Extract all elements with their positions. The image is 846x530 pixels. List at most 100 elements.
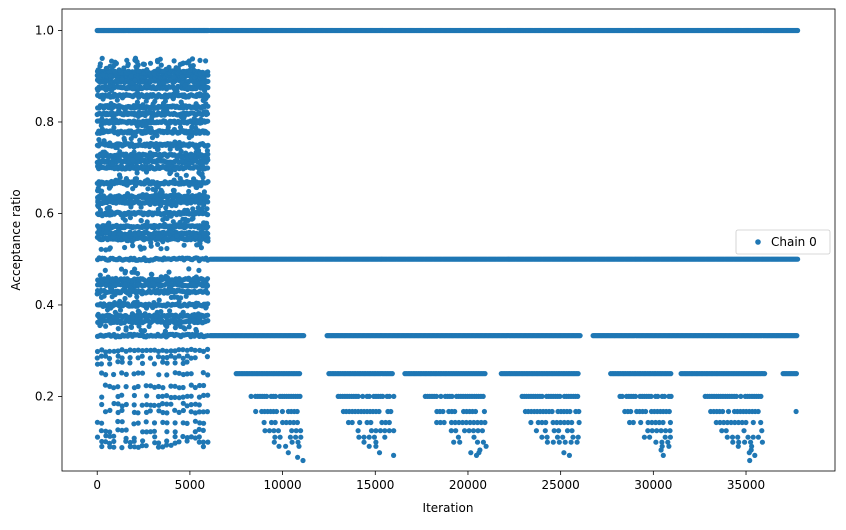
data-point xyxy=(188,198,194,204)
data-point xyxy=(127,355,133,361)
data-point xyxy=(123,384,129,390)
data-point xyxy=(119,370,125,376)
data-point xyxy=(205,69,211,75)
data-point xyxy=(111,438,117,444)
data-point xyxy=(132,181,139,187)
data-point xyxy=(181,94,188,100)
data-point xyxy=(183,150,189,156)
data-point xyxy=(119,445,125,451)
data-point xyxy=(167,146,173,152)
data-point xyxy=(182,207,188,213)
data-point xyxy=(147,201,153,207)
data-point xyxy=(170,96,176,102)
data-point xyxy=(131,131,137,137)
data-point xyxy=(181,242,187,248)
data-point xyxy=(482,371,488,377)
data-point xyxy=(162,98,168,104)
data-point xyxy=(196,314,203,320)
data-point xyxy=(111,385,117,391)
data-point xyxy=(204,225,210,231)
data-point xyxy=(128,136,134,142)
data-point xyxy=(205,439,211,445)
data-point xyxy=(129,269,135,275)
data-point xyxy=(136,230,142,237)
data-point xyxy=(156,408,162,414)
data-point xyxy=(198,209,204,215)
data-point xyxy=(205,179,211,185)
data-point xyxy=(148,243,154,249)
data-point xyxy=(179,158,185,164)
data-point xyxy=(168,169,174,175)
data-point xyxy=(164,245,170,252)
data-point xyxy=(114,179,120,185)
data-point xyxy=(107,140,113,146)
data-point xyxy=(195,205,201,211)
data-point xyxy=(107,83,113,89)
data-point xyxy=(134,163,140,169)
data-point xyxy=(192,384,198,391)
data-point xyxy=(178,295,184,301)
data-point xyxy=(174,89,180,95)
data-point xyxy=(166,285,172,291)
data-point xyxy=(99,200,105,206)
data-point xyxy=(125,160,131,166)
data-point xyxy=(97,207,103,213)
data-point xyxy=(152,440,158,446)
data-point xyxy=(137,244,143,250)
data-point xyxy=(115,359,121,365)
data-point xyxy=(108,320,114,326)
data-point xyxy=(155,241,161,247)
data-point xyxy=(127,210,133,216)
data-point xyxy=(168,442,174,448)
data-point xyxy=(172,434,178,440)
data-point xyxy=(103,282,109,288)
data-point xyxy=(161,108,167,114)
data-point xyxy=(176,439,182,445)
data-point xyxy=(152,384,158,390)
data-point xyxy=(122,178,128,184)
data-point xyxy=(117,298,123,304)
data-point xyxy=(97,272,103,278)
data-point xyxy=(177,219,183,225)
data-point xyxy=(204,276,211,282)
data-point xyxy=(119,76,125,82)
data-point xyxy=(170,180,176,186)
data-point xyxy=(98,361,104,367)
data-point xyxy=(134,317,140,323)
data-point xyxy=(99,347,105,353)
data-point xyxy=(130,315,136,321)
data-point xyxy=(139,224,146,230)
data-point xyxy=(159,401,166,407)
data-point xyxy=(205,142,211,148)
data-point xyxy=(164,215,170,222)
data-point xyxy=(132,103,138,109)
data-point xyxy=(176,139,182,146)
data-point xyxy=(190,318,197,324)
data-point xyxy=(123,371,129,377)
data-point xyxy=(172,370,178,376)
data-point xyxy=(164,438,170,444)
data-point xyxy=(197,180,203,186)
data-point xyxy=(160,355,166,361)
data-point xyxy=(143,443,149,449)
data-point xyxy=(135,410,141,416)
data-point xyxy=(149,135,156,141)
data-point xyxy=(115,131,121,137)
data-point xyxy=(115,353,121,359)
data-point xyxy=(201,420,207,426)
data-point xyxy=(174,154,180,161)
data-point xyxy=(116,156,122,162)
data-point xyxy=(186,275,192,281)
data-point xyxy=(167,281,173,287)
data-point xyxy=(184,86,191,92)
data-point xyxy=(149,272,155,278)
data-point xyxy=(184,110,190,116)
data-point xyxy=(150,304,156,311)
data-point xyxy=(196,434,202,440)
data-point xyxy=(188,393,194,399)
data-point xyxy=(94,419,100,425)
data-point xyxy=(201,130,208,136)
data-point xyxy=(125,303,131,309)
data-point xyxy=(205,392,211,398)
data-point xyxy=(195,147,202,153)
